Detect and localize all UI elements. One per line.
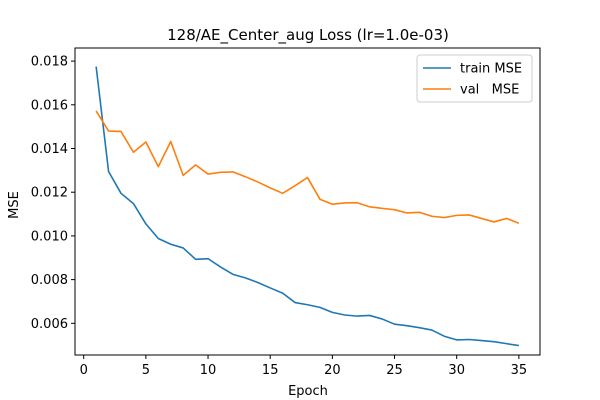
y-tick-label: 0.010 bbox=[31, 229, 68, 244]
legend: train MSE val MSE bbox=[416, 54, 533, 103]
x-axis-label: Epoch bbox=[288, 384, 328, 399]
y-axis-label: MSE bbox=[7, 191, 22, 219]
x-tick-label: 25 bbox=[386, 363, 403, 378]
legend-box bbox=[416, 54, 533, 103]
legend-label: train MSE bbox=[460, 62, 522, 77]
x-tick-label: 15 bbox=[262, 363, 279, 378]
legend-label: val MSE bbox=[460, 83, 519, 98]
y-tick-label: 0.008 bbox=[31, 273, 68, 288]
chart-title: 128/AE_Center_aug Loss (lr=1.0e-03) bbox=[167, 26, 449, 45]
x-tick-label: 0 bbox=[80, 363, 88, 378]
x-tick-label: 10 bbox=[200, 363, 217, 378]
y-tick-label: 0.006 bbox=[31, 317, 68, 332]
series-line-1 bbox=[95, 110, 520, 224]
x-tick-label: 35 bbox=[511, 363, 528, 378]
x-tick-label: 30 bbox=[448, 363, 465, 378]
y-tick-label: 0.014 bbox=[31, 142, 68, 157]
plot-lines bbox=[95, 66, 520, 347]
y-tick-label: 0.016 bbox=[31, 98, 68, 113]
y-tick-label: 0.018 bbox=[31, 55, 68, 70]
y-tick-label: 0.012 bbox=[31, 186, 68, 201]
x-tick-label: 5 bbox=[142, 363, 150, 378]
x-axis-ticks: 0 5 10 15 20 25 30 35 bbox=[80, 355, 528, 378]
x-tick-label: 20 bbox=[324, 363, 341, 378]
axes-frame bbox=[74, 47, 541, 356]
series-line-0 bbox=[95, 66, 519, 347]
y-axis-ticks: 0.006 0.008 0.010 0.012 0.014 0.016 0.018 bbox=[31, 55, 75, 332]
